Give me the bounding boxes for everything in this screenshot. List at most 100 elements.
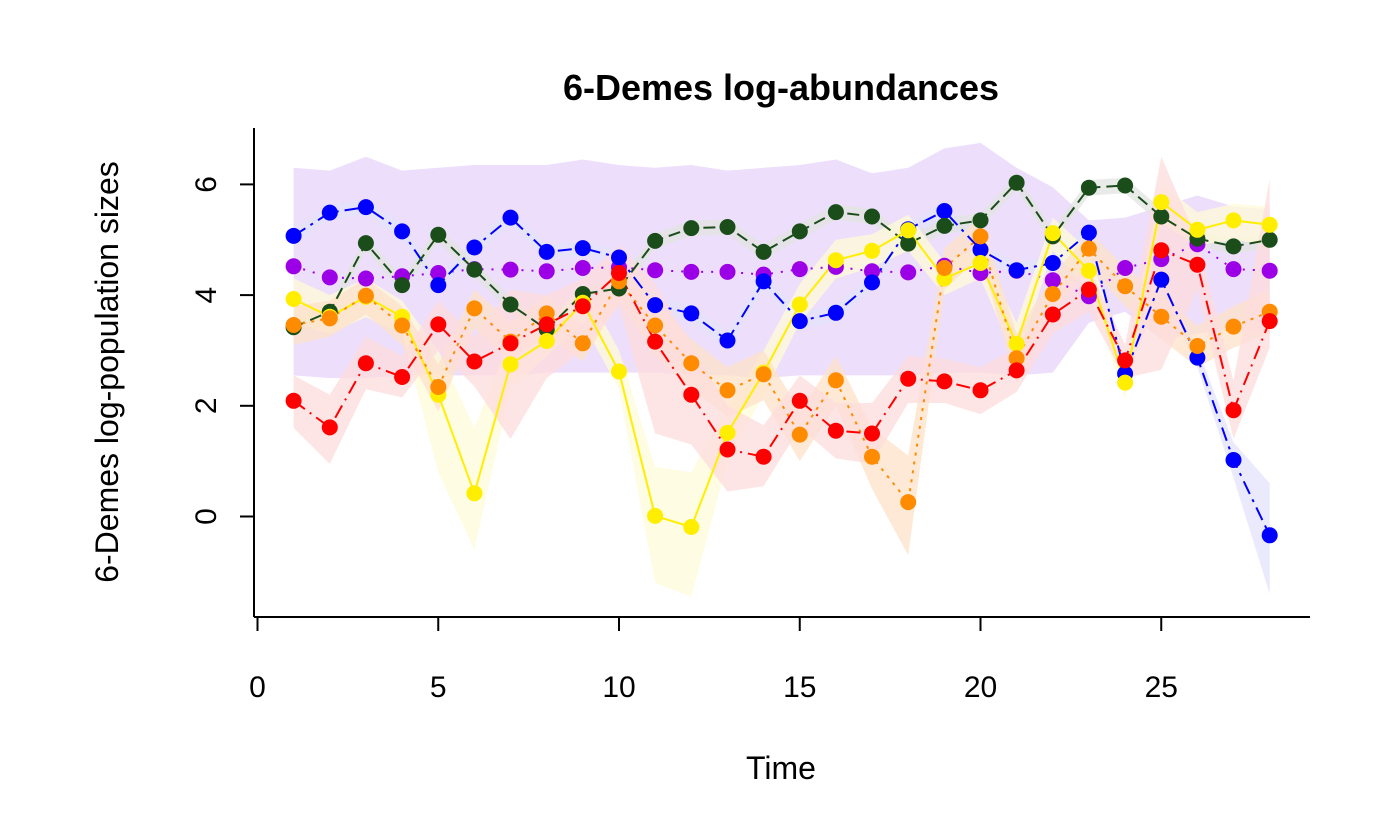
series-3-point bbox=[502, 296, 519, 313]
series-3-point bbox=[394, 277, 411, 294]
series-2-point bbox=[1080, 224, 1097, 241]
series-1-point bbox=[1117, 260, 1134, 276]
series-points bbox=[285, 174, 1278, 544]
series-6-point bbox=[466, 353, 483, 370]
series-6-point bbox=[647, 333, 664, 350]
series-5-point bbox=[900, 494, 917, 511]
series-2-point bbox=[574, 240, 591, 257]
series-4-point bbox=[1008, 335, 1025, 352]
series-4-point bbox=[972, 255, 989, 271]
series-1-point bbox=[683, 263, 700, 280]
series-2-point bbox=[1153, 271, 1170, 288]
series-5-point bbox=[357, 287, 374, 304]
series-2-line bbox=[293, 206, 1271, 536]
series-6-point bbox=[574, 298, 591, 315]
series-4-point bbox=[791, 296, 808, 313]
series-6-point bbox=[972, 382, 989, 399]
series-5-point bbox=[1080, 240, 1097, 257]
series-2-point bbox=[1044, 255, 1061, 271]
series-5-point bbox=[1189, 338, 1206, 354]
series-6-point bbox=[791, 392, 808, 409]
series-5-line bbox=[293, 234, 1271, 505]
series-2-point bbox=[1008, 262, 1025, 279]
series-2-point bbox=[538, 243, 555, 260]
series-6-point bbox=[900, 370, 917, 387]
series-6-point bbox=[321, 419, 338, 436]
series-3-point bbox=[972, 212, 989, 229]
series-2-point bbox=[611, 249, 627, 266]
series-4-point bbox=[1261, 216, 1278, 233]
series-2-point bbox=[357, 199, 374, 216]
series-4-point bbox=[466, 485, 483, 502]
series-1-point bbox=[1225, 261, 1242, 278]
series-3-point bbox=[719, 219, 736, 235]
series-3-point bbox=[683, 220, 700, 237]
series-5-point bbox=[1044, 286, 1061, 302]
series-5-point bbox=[285, 317, 302, 333]
series-6-point bbox=[755, 448, 772, 465]
x-tick-label: 5 bbox=[430, 671, 447, 704]
x-tick-label: 0 bbox=[249, 671, 266, 704]
x-tick-label: 25 bbox=[1145, 671, 1178, 704]
x-axis-label: Time bbox=[746, 750, 816, 786]
series-6-point bbox=[357, 355, 374, 372]
series-5-point bbox=[683, 355, 700, 372]
series-1-point bbox=[1261, 262, 1278, 279]
chart-title: 6-Demes log-abundances bbox=[563, 67, 999, 108]
series-6-point bbox=[864, 425, 880, 442]
series-5-point bbox=[538, 305, 555, 322]
series-3-point bbox=[1153, 208, 1170, 225]
series-5-point bbox=[394, 317, 411, 334]
y-tick-label: 4 bbox=[190, 287, 223, 304]
series-3-point bbox=[827, 204, 844, 221]
series-5-point bbox=[755, 366, 772, 383]
series-6-point bbox=[1117, 352, 1134, 369]
series-3-point bbox=[864, 208, 880, 225]
series-2-point bbox=[827, 304, 844, 321]
series-2-point bbox=[683, 305, 700, 322]
series-1-point bbox=[719, 263, 736, 280]
x-tick-label: 15 bbox=[783, 671, 816, 704]
series-2-point bbox=[936, 203, 953, 219]
series-3-point bbox=[1080, 179, 1097, 196]
series-1-point bbox=[791, 261, 808, 278]
series-6-point bbox=[1153, 242, 1170, 259]
series-1-point bbox=[538, 263, 555, 280]
series-3-point bbox=[936, 217, 953, 234]
series-4-point bbox=[719, 424, 736, 441]
series-5-point bbox=[647, 317, 664, 334]
series-2-point bbox=[502, 209, 519, 226]
series-2-point bbox=[1189, 349, 1206, 366]
series-2-point bbox=[647, 297, 664, 314]
series-6-point bbox=[1225, 402, 1242, 419]
series-5-point bbox=[827, 372, 844, 389]
series-1-point bbox=[357, 270, 374, 287]
series-4-point bbox=[538, 333, 555, 349]
series-4-point bbox=[1153, 194, 1170, 211]
series-4-point bbox=[285, 291, 302, 307]
series-3-point bbox=[357, 235, 374, 252]
series-6-band bbox=[293, 156, 1270, 492]
series-4-point bbox=[611, 363, 627, 380]
series-6-point bbox=[1044, 306, 1061, 323]
series-3-point bbox=[1261, 231, 1278, 248]
series-5-point bbox=[864, 448, 880, 465]
series-1-point bbox=[502, 261, 519, 278]
x-tick-label: 20 bbox=[964, 671, 997, 704]
series-1-line bbox=[293, 243, 1270, 298]
series-1-point bbox=[647, 262, 664, 279]
series-6-point bbox=[538, 316, 555, 333]
series-2-point bbox=[719, 332, 736, 349]
series-6-point bbox=[1261, 313, 1278, 330]
series-1-point bbox=[285, 258, 302, 275]
series-5-point bbox=[466, 300, 483, 317]
series-2-point bbox=[430, 277, 447, 294]
series-5-point bbox=[791, 426, 808, 443]
series-1-point bbox=[900, 264, 917, 281]
series-1-point bbox=[864, 263, 880, 280]
series-5-point bbox=[719, 382, 736, 399]
series-4-point bbox=[1117, 374, 1134, 391]
y-tick-label: 6 bbox=[190, 176, 223, 193]
series-4-point bbox=[864, 242, 880, 259]
